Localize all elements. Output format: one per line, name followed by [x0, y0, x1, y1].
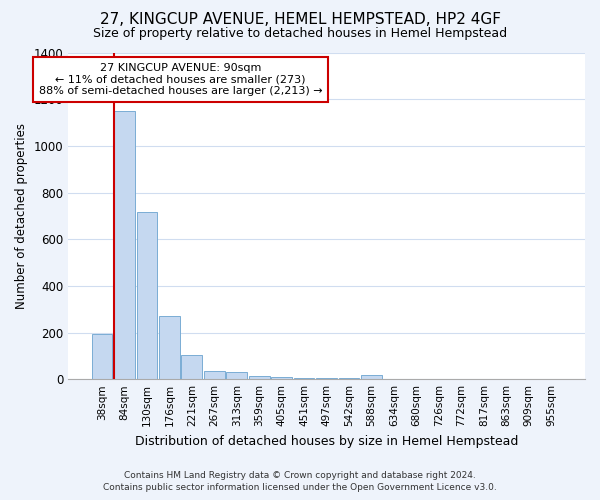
Bar — [159, 316, 179, 379]
Bar — [271, 377, 292, 379]
Bar — [226, 372, 247, 379]
Bar — [361, 374, 382, 379]
Y-axis label: Number of detached properties: Number of detached properties — [15, 123, 28, 309]
Bar — [204, 371, 224, 379]
Bar — [114, 111, 135, 379]
Text: 27 KINGCUP AVENUE: 90sqm
← 11% of detached houses are smaller (273)
88% of semi-: 27 KINGCUP AVENUE: 90sqm ← 11% of detach… — [39, 63, 322, 96]
Bar — [339, 378, 359, 379]
Text: 27, KINGCUP AVENUE, HEMEL HEMPSTEAD, HP2 4GF: 27, KINGCUP AVENUE, HEMEL HEMPSTEAD, HP2… — [100, 12, 500, 28]
Bar — [181, 354, 202, 379]
Bar — [316, 378, 337, 379]
Bar — [249, 376, 269, 379]
Bar — [92, 334, 112, 379]
Bar — [137, 212, 157, 379]
Text: Size of property relative to detached houses in Hemel Hempstead: Size of property relative to detached ho… — [93, 28, 507, 40]
Bar — [294, 378, 314, 379]
X-axis label: Distribution of detached houses by size in Hemel Hempstead: Distribution of detached houses by size … — [135, 434, 518, 448]
Text: Contains HM Land Registry data © Crown copyright and database right 2024.
Contai: Contains HM Land Registry data © Crown c… — [103, 471, 497, 492]
